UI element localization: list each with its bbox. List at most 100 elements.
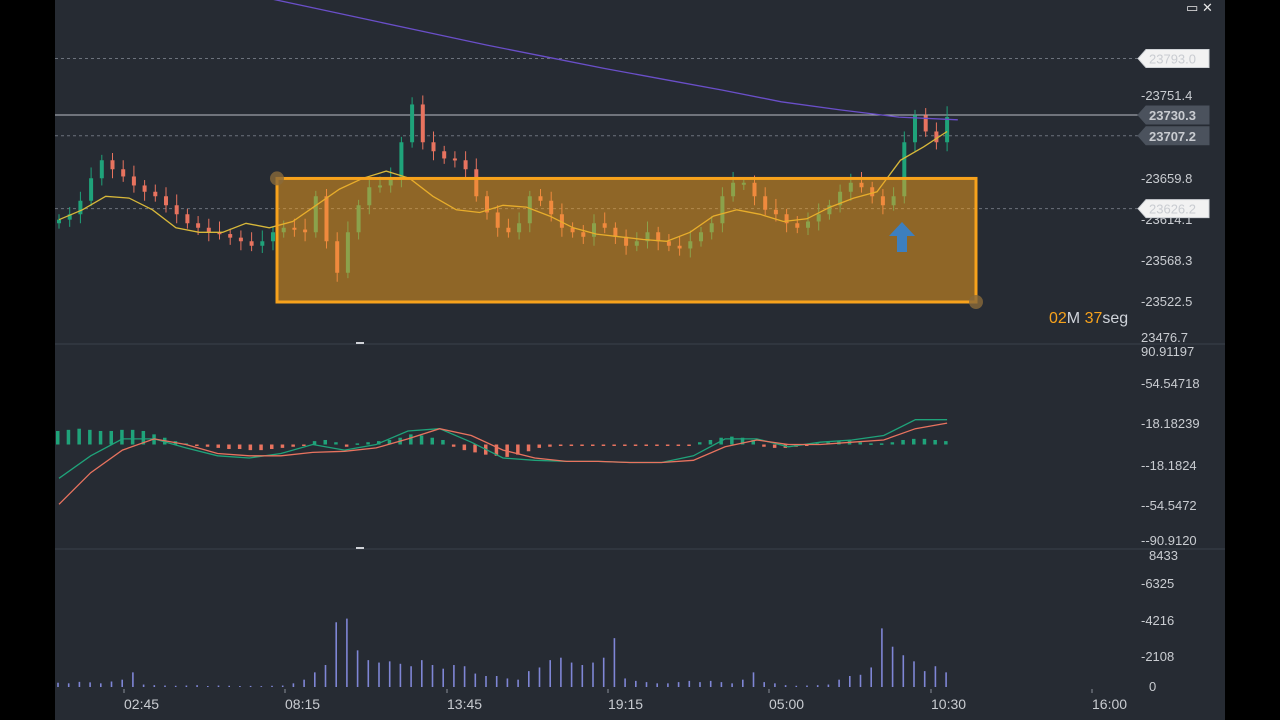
macd-histogram-bar	[130, 429, 135, 445]
macd-histogram-bar	[366, 442, 370, 445]
price-tag-label: 23626.2	[1149, 202, 1196, 217]
volume-axis-tick: -4216	[1141, 613, 1174, 628]
price-axis-tick: -23568.3	[1141, 253, 1192, 268]
candle-body	[142, 185, 147, 192]
macd-histogram-bar	[901, 439, 905, 445]
macd-axis-tick: -18.18239	[1141, 416, 1200, 431]
price-axis-tick: -23751.4	[1141, 88, 1192, 103]
zone-drag-handle[interactable]	[270, 171, 284, 186]
time-axis-tick: 02:45	[124, 696, 159, 712]
time-axis-tick: 16:00	[1092, 696, 1127, 712]
price-zone-rectangle[interactable]	[275, 176, 978, 304]
candle-body	[463, 160, 468, 170]
time-axis-tick: 05:00	[769, 696, 804, 712]
macd-histogram-bar	[537, 444, 541, 448]
macd-histogram-bar	[740, 437, 745, 445]
macd-histogram-bar	[98, 430, 103, 445]
macd-histogram-bar	[462, 444, 467, 451]
macd-histogram-bar	[762, 444, 766, 447]
macd-histogram-bar	[548, 444, 552, 447]
macd-histogram-bar	[473, 444, 477, 453]
macd-histogram-bar	[623, 444, 627, 446]
macd-histogram-bar	[195, 444, 199, 446]
macd-histogram-bar	[227, 444, 231, 450]
candle-body	[945, 117, 950, 143]
price-axis-tick: -23659.8	[1141, 171, 1192, 186]
macd-histogram-bar	[751, 439, 755, 445]
pane-resize-handle[interactable]	[356, 547, 364, 549]
macd-histogram-bar	[805, 444, 809, 446]
macd-histogram-bar	[430, 437, 434, 445]
macd-histogram-bar	[869, 443, 873, 445]
candle-body	[420, 104, 425, 143]
candle-countdown: 02M 37seg	[1049, 310, 1128, 328]
price-axis-tick: -23522.5	[1141, 294, 1192, 309]
macd-histogram-bar	[933, 439, 937, 445]
macd-axis-tick: 90.91197	[1141, 344, 1194, 359]
macd-histogram-bar	[516, 444, 520, 455]
ma-long-line	[273, 0, 958, 121]
macd-histogram-bar	[772, 444, 777, 448]
candle-body	[99, 160, 104, 179]
price-axis-tick: 23476.7	[1141, 330, 1188, 345]
window-restore-icon[interactable]: ▭	[1186, 1, 1199, 16]
price-tag[interactable]: 23626.2	[1137, 199, 1210, 219]
macd-histogram-bar	[944, 441, 948, 445]
candle-body	[185, 214, 190, 224]
macd-histogram-bar	[56, 430, 60, 445]
price-tag-label: 23793.0	[1149, 52, 1196, 67]
macd-histogram-bar	[558, 444, 563, 446]
candle-body	[67, 214, 72, 220]
candle-body	[121, 169, 126, 177]
candle-body	[452, 158, 457, 161]
price-tag[interactable]: 23793.0	[1137, 49, 1210, 69]
macd-histogram-bar	[419, 435, 424, 445]
candle-body	[196, 223, 201, 228]
macd-histogram-bar	[302, 444, 306, 446]
macd-histogram-bar	[912, 438, 916, 445]
zone-drag-handle[interactable]	[969, 295, 983, 309]
up-arrow-icon[interactable]	[889, 222, 915, 252]
macd-histogram-bar	[387, 439, 392, 445]
macd-histogram-bar	[205, 444, 210, 447]
price-tag-label: 23707.2	[1149, 129, 1196, 144]
macd-histogram-bar	[109, 430, 113, 445]
chart-frame[interactable]: -23751.4 -23659.8 -23614.1 -23568.3 -23522.5…	[55, 0, 1225, 720]
macd-histogram-bar	[280, 444, 285, 448]
macd-histogram-bar	[323, 439, 327, 445]
volume-axis-tick: -2108	[1141, 649, 1174, 664]
candle-body	[153, 191, 158, 197]
price-tag[interactable]: 23730.3	[1137, 105, 1210, 125]
macd-histogram-bar	[334, 442, 338, 445]
macd-axis-tick: --90.9120	[1141, 533, 1197, 548]
candle-body	[934, 131, 939, 143]
macd-histogram-bar	[580, 444, 584, 446]
zone-layer[interactable]	[270, 171, 983, 309]
price-tag[interactable]: 23707.2	[1137, 126, 1210, 146]
candle-body	[271, 232, 275, 242]
candle-body	[238, 237, 243, 242]
candle-body	[923, 115, 928, 132]
close-icon[interactable]: ✕	[1202, 1, 1213, 16]
macd-axis-tick: -54.54718	[1141, 376, 1200, 391]
chart-canvas[interactable]: -23751.4-23659.8-23614.1-23568.3-23522.5…	[55, 0, 1225, 720]
macd-histogram-bar	[248, 444, 253, 451]
countdown-seconds: 37	[1084, 310, 1103, 327]
pane-resize-handle[interactable]	[356, 342, 364, 344]
macd-axis-tick: --18.1824	[1141, 458, 1197, 473]
macd-histogram-bar	[441, 439, 445, 445]
macd-histogram-bar	[730, 436, 734, 445]
volume-axis-tick: 8433	[1149, 548, 1178, 563]
macd-slow-line	[58, 422, 948, 505]
countdown-seconds-unit: seg	[1102, 310, 1129, 327]
volume-axis-tick: 0	[1149, 679, 1156, 694]
macd-histogram-bar	[259, 444, 263, 451]
macd-histogram-bar	[355, 443, 360, 445]
macd-fast-line	[58, 419, 948, 479]
macd-histogram-bar	[120, 429, 124, 445]
candle-body	[228, 234, 233, 238]
time-axis-tick: 10:30	[931, 696, 966, 712]
candle-body	[206, 227, 211, 233]
candle-body	[913, 115, 917, 143]
macd-histogram-bar	[291, 444, 295, 447]
